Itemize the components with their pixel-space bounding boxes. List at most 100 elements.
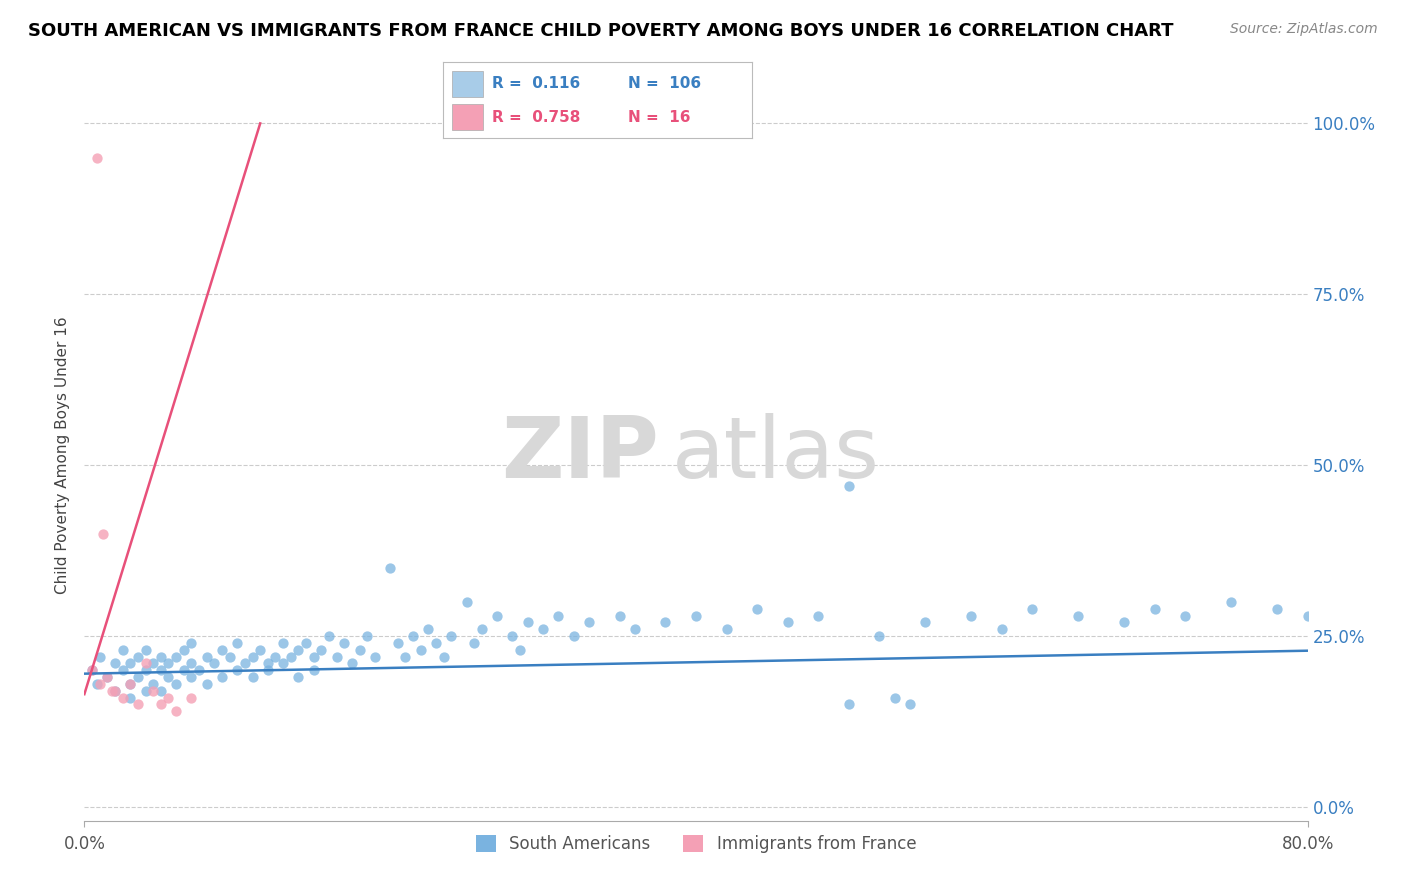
Point: [562, 629, 585, 643]
Point: [302, 649, 325, 664]
Point: [120, 657, 142, 671]
Point: [716, 622, 738, 636]
Point: [80, 663, 103, 677]
Point: [883, 690, 905, 705]
Point: [211, 642, 233, 657]
Point: [1265, 601, 1288, 615]
Point: [776, 615, 799, 630]
Point: [394, 649, 416, 664]
Point: [142, 677, 165, 691]
Text: Source: ZipAtlas.com: Source: ZipAtlas.com: [1230, 22, 1378, 37]
Point: [547, 608, 569, 623]
Point: [127, 649, 149, 664]
Point: [264, 649, 287, 664]
Point: [120, 677, 142, 691]
Point: [1220, 595, 1243, 609]
Point: [991, 622, 1014, 636]
Point: [287, 642, 309, 657]
Point: [233, 657, 256, 671]
Point: [1143, 601, 1166, 615]
Point: [135, 642, 157, 657]
Point: [218, 649, 240, 664]
Point: [180, 657, 202, 671]
Point: [654, 615, 676, 630]
Point: [86, 151, 108, 165]
Point: [157, 657, 180, 671]
Point: [807, 608, 830, 623]
Point: [165, 649, 187, 664]
Point: [111, 690, 134, 705]
Legend: South Americans, Immigrants from France: South Americans, Immigrants from France: [468, 829, 924, 860]
Point: [120, 690, 142, 705]
Point: [463, 636, 485, 650]
Point: [142, 657, 165, 671]
Point: [111, 663, 134, 677]
Point: [869, 629, 891, 643]
Point: [127, 698, 149, 712]
Point: [509, 642, 531, 657]
Point: [195, 649, 218, 664]
Point: [418, 622, 440, 636]
Point: [287, 670, 309, 684]
Point: [333, 636, 356, 650]
Point: [142, 683, 165, 698]
Point: [257, 657, 280, 671]
Point: [747, 601, 769, 615]
Point: [960, 608, 983, 623]
Point: [685, 608, 707, 623]
Point: [135, 663, 157, 677]
Point: [838, 698, 860, 712]
Point: [402, 629, 425, 643]
Point: [180, 670, 202, 684]
Point: [471, 622, 494, 636]
Point: [609, 608, 631, 623]
Point: [1067, 608, 1090, 623]
Point: [914, 615, 936, 630]
Point: [433, 649, 456, 664]
Point: [111, 642, 134, 657]
Text: ZIP: ZIP: [502, 413, 659, 497]
Point: [96, 670, 118, 684]
Point: [104, 683, 127, 698]
Point: [195, 677, 218, 691]
Point: [165, 704, 187, 718]
Point: [1021, 601, 1043, 615]
Point: [101, 683, 124, 698]
Point: [486, 608, 509, 623]
Point: [516, 615, 538, 630]
Point: [249, 642, 271, 657]
Point: [502, 629, 524, 643]
Point: [271, 636, 294, 650]
Point: [173, 663, 195, 677]
Point: [311, 642, 333, 657]
Y-axis label: Child Poverty Among Boys Under 16: Child Poverty Among Boys Under 16: [55, 316, 70, 594]
Point: [356, 629, 378, 643]
Point: [86, 677, 108, 691]
Point: [202, 657, 225, 671]
Point: [157, 690, 180, 705]
Text: atlas: atlas: [672, 413, 880, 497]
Point: [157, 670, 180, 684]
Text: N =  106: N = 106: [628, 76, 702, 91]
Point: [387, 636, 409, 650]
Point: [425, 636, 447, 650]
Point: [1174, 608, 1197, 623]
Point: [838, 478, 860, 492]
Point: [188, 663, 211, 677]
Point: [271, 657, 294, 671]
Point: [364, 649, 387, 664]
Point: [180, 690, 202, 705]
Point: [104, 683, 127, 698]
Point: [89, 677, 111, 691]
Point: [349, 642, 371, 657]
Text: N =  16: N = 16: [628, 110, 690, 125]
Point: [624, 622, 647, 636]
Point: [898, 698, 921, 712]
Point: [211, 670, 233, 684]
Text: SOUTH AMERICAN VS IMMIGRANTS FROM FRANCE CHILD POVERTY AMONG BOYS UNDER 16 CORRE: SOUTH AMERICAN VS IMMIGRANTS FROM FRANCE…: [28, 22, 1174, 40]
Point: [226, 636, 249, 650]
Point: [340, 657, 363, 671]
Point: [91, 526, 114, 541]
Point: [1114, 615, 1136, 630]
Point: [280, 649, 302, 664]
